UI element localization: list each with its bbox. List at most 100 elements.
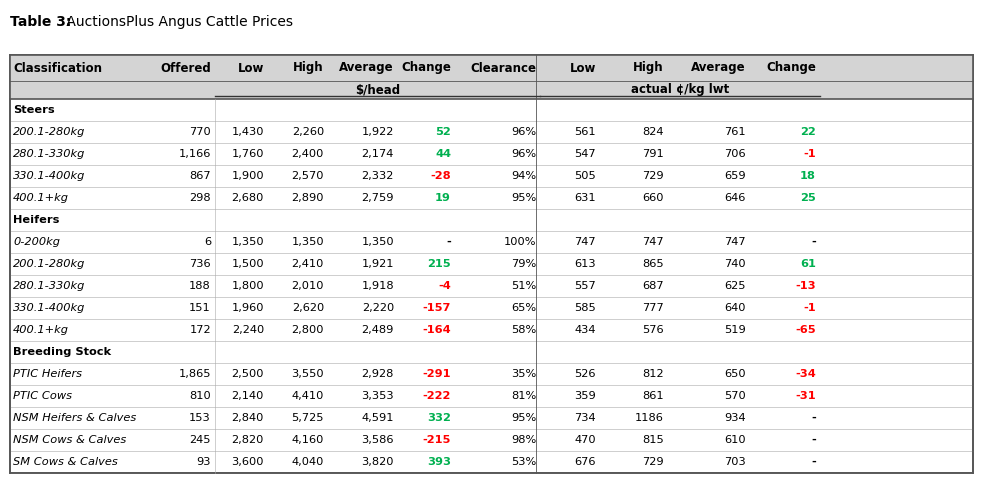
- Text: 585: 585: [574, 303, 596, 313]
- Text: -: -: [811, 457, 816, 467]
- Text: Average: Average: [339, 61, 394, 74]
- Text: 740: 740: [724, 259, 746, 269]
- Text: 1,430: 1,430: [232, 127, 264, 137]
- Text: PTIC Heifers: PTIC Heifers: [13, 369, 82, 379]
- Text: 761: 761: [724, 127, 746, 137]
- Text: 51%: 51%: [511, 281, 536, 291]
- Text: 2,928: 2,928: [362, 369, 394, 379]
- Text: 3,586: 3,586: [362, 435, 394, 445]
- Text: 172: 172: [190, 325, 211, 335]
- Text: 96%: 96%: [511, 149, 536, 159]
- Text: 4,591: 4,591: [362, 413, 394, 423]
- Text: AuctionsPlus Angus Cattle Prices: AuctionsPlus Angus Cattle Prices: [62, 15, 293, 29]
- Text: -1: -1: [803, 149, 816, 159]
- Text: -215: -215: [423, 435, 451, 445]
- Text: 1186: 1186: [635, 413, 664, 423]
- Text: SM Cows & Calves: SM Cows & Calves: [13, 457, 118, 467]
- Text: 1,918: 1,918: [362, 281, 394, 291]
- Text: 613: 613: [574, 259, 596, 269]
- Text: 2,220: 2,220: [362, 303, 394, 313]
- Text: 640: 640: [724, 303, 746, 313]
- Text: 25: 25: [800, 193, 816, 203]
- Text: 100%: 100%: [503, 237, 536, 247]
- Text: 151: 151: [190, 303, 211, 313]
- Text: $/head: $/head: [355, 84, 400, 97]
- Text: 95%: 95%: [511, 413, 536, 423]
- Text: 93: 93: [197, 457, 211, 467]
- Text: Average: Average: [691, 61, 746, 74]
- Text: 676: 676: [574, 457, 596, 467]
- Text: 867: 867: [190, 171, 211, 181]
- Text: 610: 610: [724, 435, 746, 445]
- Text: -4: -4: [438, 281, 451, 291]
- Bar: [10, 55, 973, 473]
- Text: 687: 687: [642, 281, 664, 291]
- Text: 2,332: 2,332: [362, 171, 394, 181]
- Text: 2,800: 2,800: [292, 325, 324, 335]
- Text: 2,759: 2,759: [362, 193, 394, 203]
- Text: 770: 770: [190, 127, 211, 137]
- Text: 747: 747: [574, 237, 596, 247]
- Text: 1,865: 1,865: [179, 369, 211, 379]
- Text: 3,353: 3,353: [362, 391, 394, 401]
- Text: 52: 52: [435, 127, 451, 137]
- Text: -28: -28: [431, 171, 451, 181]
- Text: 1,960: 1,960: [232, 303, 264, 313]
- Text: -291: -291: [423, 369, 451, 379]
- Text: 53%: 53%: [511, 457, 536, 467]
- Text: 245: 245: [190, 435, 211, 445]
- Text: 3,550: 3,550: [291, 369, 324, 379]
- Text: 2,240: 2,240: [232, 325, 264, 335]
- Text: 2,410: 2,410: [292, 259, 324, 269]
- Text: 393: 393: [427, 457, 451, 467]
- Text: -31: -31: [795, 391, 816, 401]
- Text: 4,410: 4,410: [292, 391, 324, 401]
- Text: 2,570: 2,570: [292, 171, 324, 181]
- Text: 6: 6: [203, 237, 211, 247]
- Text: Offered: Offered: [160, 61, 211, 74]
- Text: 706: 706: [724, 149, 746, 159]
- Bar: [10, 55, 973, 99]
- Text: 519: 519: [724, 325, 746, 335]
- Text: 526: 526: [574, 369, 596, 379]
- Text: 3,820: 3,820: [362, 457, 394, 467]
- Text: 810: 810: [190, 391, 211, 401]
- Text: 631: 631: [574, 193, 596, 203]
- Text: 1,922: 1,922: [362, 127, 394, 137]
- Text: 280.1-330kg: 280.1-330kg: [13, 281, 86, 291]
- Text: 4,040: 4,040: [292, 457, 324, 467]
- Text: Steers: Steers: [13, 105, 55, 115]
- Text: 703: 703: [724, 457, 746, 467]
- Text: 94%: 94%: [511, 171, 536, 181]
- Text: 200.1-280kg: 200.1-280kg: [13, 127, 86, 137]
- Text: 35%: 35%: [511, 369, 536, 379]
- Text: 812: 812: [642, 369, 664, 379]
- Text: -1: -1: [803, 303, 816, 313]
- Text: 547: 547: [574, 149, 596, 159]
- Text: 4,160: 4,160: [292, 435, 324, 445]
- Text: Low: Low: [238, 61, 264, 74]
- Text: 561: 561: [574, 127, 596, 137]
- Text: 659: 659: [724, 171, 746, 181]
- Text: 215: 215: [428, 259, 451, 269]
- Text: 96%: 96%: [511, 127, 536, 137]
- Text: 650: 650: [724, 369, 746, 379]
- Text: 1,760: 1,760: [232, 149, 264, 159]
- Text: 330.1-400kg: 330.1-400kg: [13, 171, 86, 181]
- Text: 660: 660: [643, 193, 664, 203]
- Text: 2,174: 2,174: [362, 149, 394, 159]
- Text: NSM Heifers & Calves: NSM Heifers & Calves: [13, 413, 137, 423]
- Text: 729: 729: [642, 171, 664, 181]
- Text: -157: -157: [423, 303, 451, 313]
- Text: 98%: 98%: [511, 435, 536, 445]
- Text: 646: 646: [724, 193, 746, 203]
- Text: 280.1-330kg: 280.1-330kg: [13, 149, 86, 159]
- Text: 1,800: 1,800: [231, 281, 264, 291]
- Text: Breeding Stock: Breeding Stock: [13, 347, 111, 357]
- Text: -: -: [811, 435, 816, 445]
- Text: 2,489: 2,489: [362, 325, 394, 335]
- Text: 200.1-280kg: 200.1-280kg: [13, 259, 86, 269]
- Text: actual ¢/kg lwt: actual ¢/kg lwt: [631, 84, 729, 97]
- Text: 815: 815: [642, 435, 664, 445]
- Text: 434: 434: [574, 325, 596, 335]
